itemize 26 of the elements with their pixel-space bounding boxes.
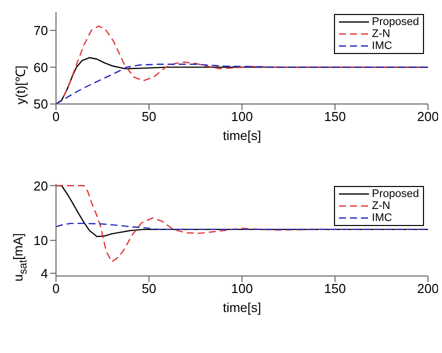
y-tick-label: 10 bbox=[34, 233, 48, 248]
x-tick-label: 50 bbox=[142, 281, 156, 296]
x-tick-label: 150 bbox=[324, 281, 346, 296]
y-tick-label: 4 bbox=[40, 266, 48, 281]
y-tick-label: 60 bbox=[34, 60, 48, 75]
x-tick-label: 200 bbox=[417, 109, 439, 124]
x-tick-label: 150 bbox=[324, 109, 346, 124]
legend-label: IMC bbox=[372, 40, 392, 52]
x-tick-label: 0 bbox=[52, 109, 60, 124]
y-tick-label: 20 bbox=[34, 178, 48, 194]
x-tick-label: 50 bbox=[142, 109, 156, 124]
x-tick-label: 100 bbox=[231, 109, 253, 124]
legend-label: Z-N bbox=[372, 200, 390, 212]
legend-label: IMC bbox=[372, 212, 392, 224]
line-series bbox=[56, 222, 428, 230]
legend-label: Proposed bbox=[372, 188, 419, 200]
y-axis-title: y(t)[℃] bbox=[12, 66, 29, 104]
legend-label: Z-N bbox=[372, 28, 390, 40]
x-tick-label: 100 bbox=[231, 281, 253, 296]
x-tick-label: 200 bbox=[417, 281, 439, 296]
x-axis-title: time[s] bbox=[222, 300, 262, 315]
x-axis-title: time[s] bbox=[222, 128, 262, 143]
y-tick-label: 50 bbox=[34, 96, 48, 112]
y-tick-label: 70 bbox=[34, 23, 48, 38]
x-tick-label: 0 bbox=[52, 281, 60, 296]
legend-label: Proposed bbox=[372, 16, 419, 28]
